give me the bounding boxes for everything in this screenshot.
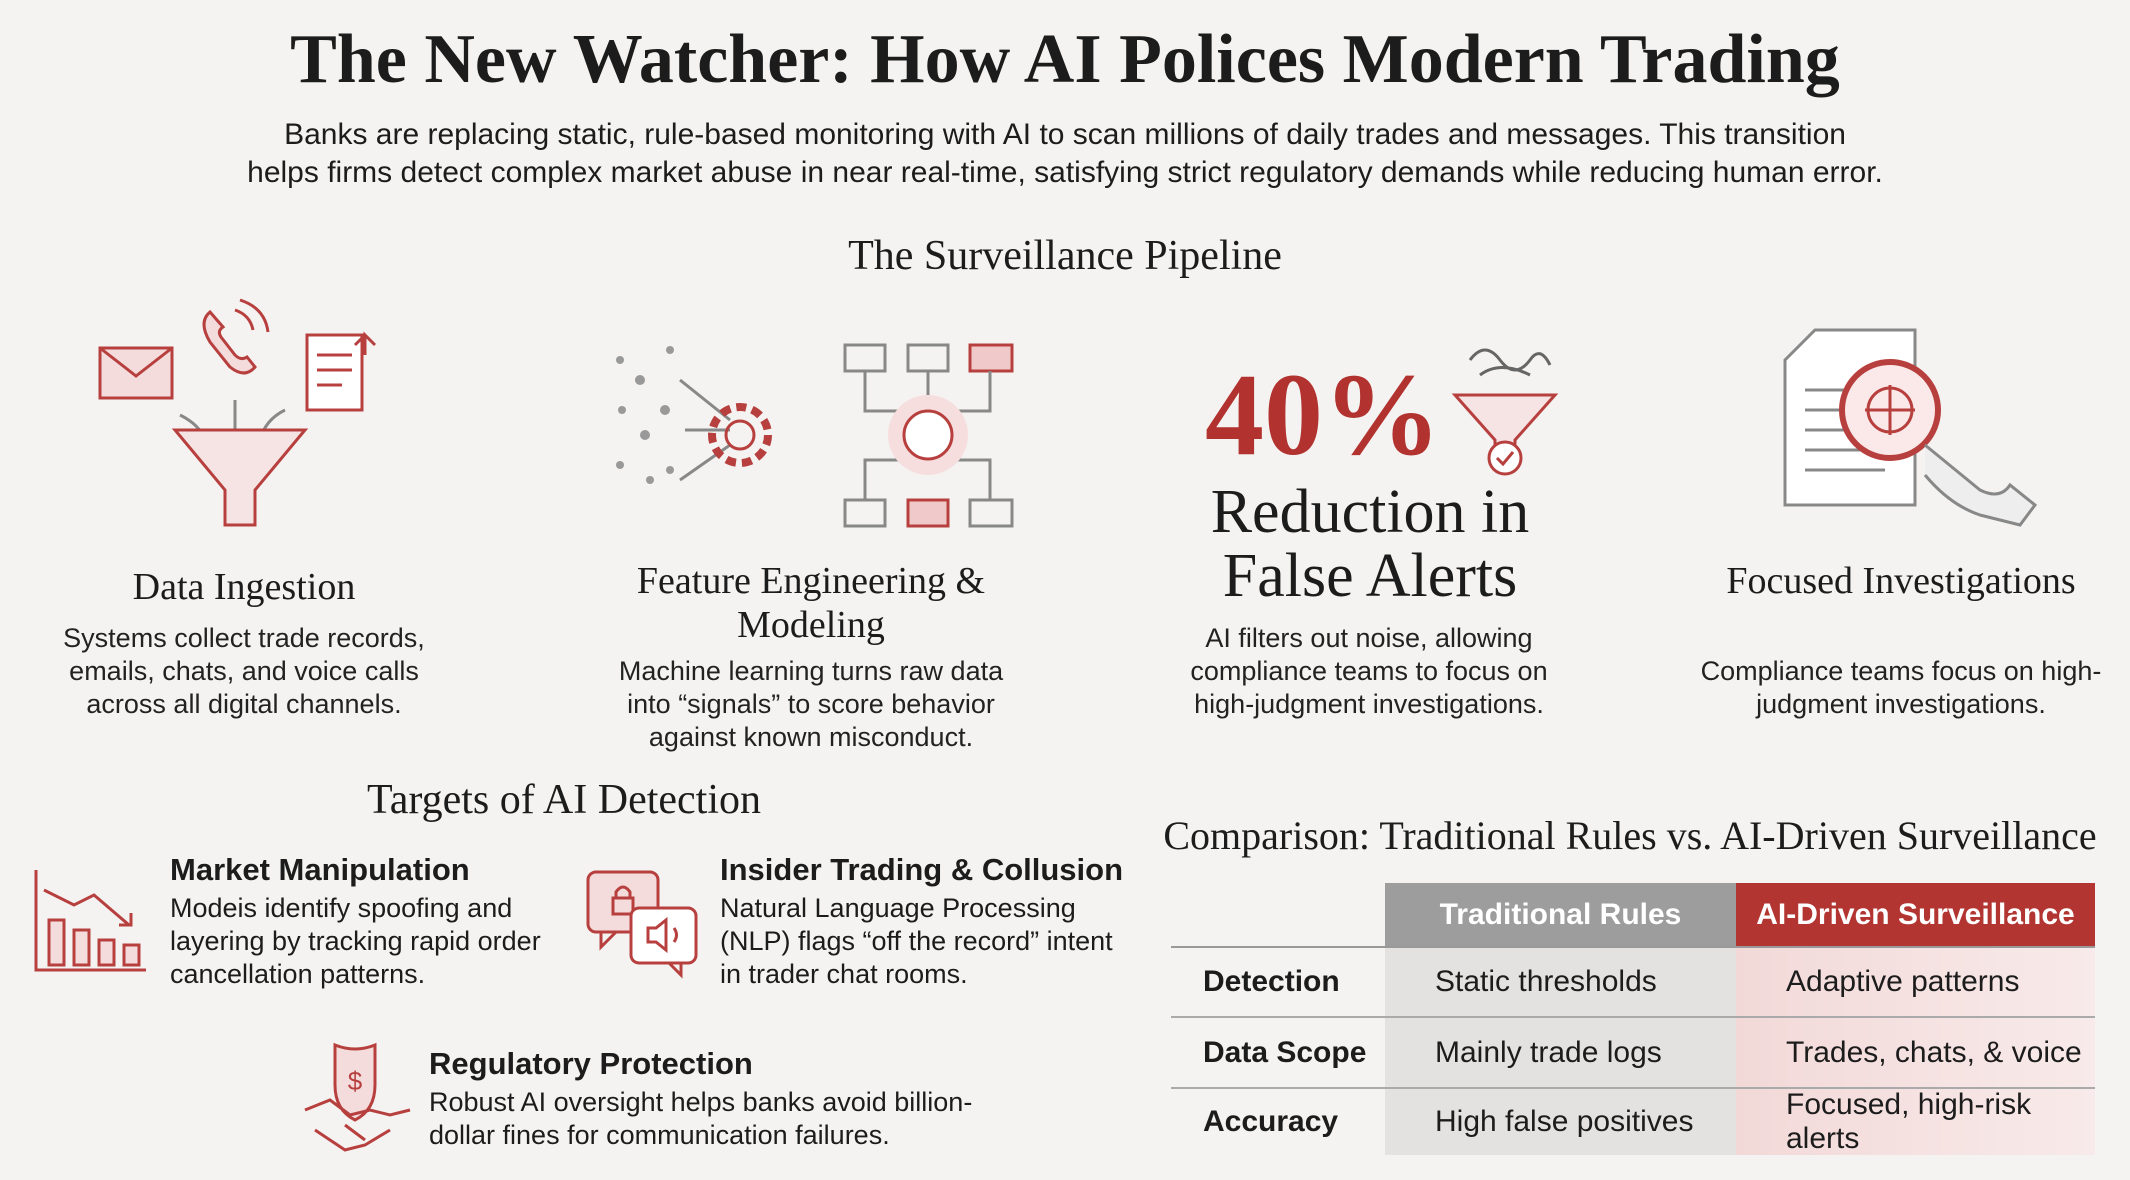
row-label: Accuracy xyxy=(1203,1104,1339,1138)
table-cell: Mainly trade logs xyxy=(1435,1035,1662,1069)
table-cell: High false positives xyxy=(1435,1104,1694,1138)
target-item: Insider Trading & Collusion Natural Lang… xyxy=(720,852,1140,991)
protection-icon: $ xyxy=(304,1042,411,1152)
table-cell: Adaptive patterns xyxy=(1786,964,2020,998)
section-title: The Surveillance Pipeline xyxy=(848,233,1282,279)
table-rule xyxy=(1171,1016,2095,1018)
row-label: Detection xyxy=(1203,964,1340,998)
header-cell-bg xyxy=(1385,883,1736,947)
step-title: Focused Investigations xyxy=(1726,560,2076,602)
target-title: Market Manipulation xyxy=(170,852,470,887)
step-text: Systems collect trade records, emails, c… xyxy=(63,623,425,719)
target-title: Insider Trading & Collusion xyxy=(720,852,1124,887)
step-title: Feature Engineering & Modeling xyxy=(636,560,986,646)
table-cell: Focused, high-risk alerts xyxy=(1786,1087,2032,1155)
target-text: Modeis identify spoofing and layering by… xyxy=(170,893,541,989)
target-text: Natural Language Processing (NLP) flags … xyxy=(720,893,1113,989)
section-title: Comparison: Traditional Rules vs. AI-Dri… xyxy=(1163,813,2097,858)
filter-icon xyxy=(1451,348,1559,476)
step-text: Machine learning turns raw data into “si… xyxy=(618,656,1004,752)
investigation-icon xyxy=(1783,328,2038,527)
manipulation-icon xyxy=(34,870,146,972)
table-cell: Trades, chats, & voice xyxy=(1786,1035,2082,1069)
table-rule xyxy=(1171,946,2095,948)
target-text: Robust AI oversight helps banks avoid bi… xyxy=(429,1087,973,1150)
modeling-icon xyxy=(616,343,1014,528)
table-cell: Static thresholds xyxy=(1435,964,1657,998)
svg-text:$: $ xyxy=(348,1066,363,1096)
step-text: Compliance teams focus on high-judgment … xyxy=(1700,656,2102,719)
target-item: Market Manipulation Modeis identify spoo… xyxy=(170,852,570,991)
stat: 40% xyxy=(1205,349,1441,480)
subtitle: Banks are replacing static, rule-based m… xyxy=(247,118,1883,189)
step-text: AI filters out noise, allowing complianc… xyxy=(1190,623,1548,719)
chat-icon xyxy=(586,870,698,979)
title: The New Watcher: How AI Polices Modern T… xyxy=(290,21,1840,98)
ingestion-icon xyxy=(98,298,377,527)
column-header: Traditional Rules xyxy=(1439,898,1682,931)
column-header: AI-Driven Surveillance xyxy=(1756,898,2075,931)
table-rule xyxy=(1171,1087,2095,1089)
row-label: Data Scope xyxy=(1203,1035,1367,1069)
target-item: Regulatory Protection Robust AI oversigh… xyxy=(429,1046,1029,1152)
target-title: Regulatory Protection xyxy=(429,1046,753,1081)
stat-title: Reduction in False Alerts xyxy=(1210,478,1530,610)
header-cell-bg xyxy=(1736,883,2095,947)
step-title: Data Ingestion xyxy=(132,566,356,608)
section-title: Targets of AI Detection xyxy=(367,777,761,823)
